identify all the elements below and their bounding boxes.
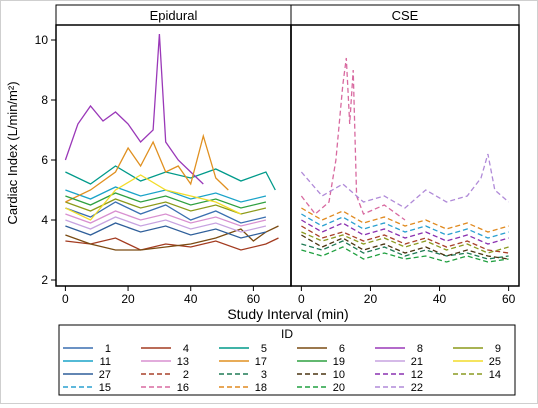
series-line-9 (65, 198, 267, 215)
series-line-5 (65, 165, 276, 191)
x-tick-label-p1-60: 60 (247, 292, 261, 306)
x-tick-label-p2-20: 20 (364, 292, 378, 306)
legend-label-13: 13 (177, 356, 189, 368)
series-line-16 (300, 57, 406, 221)
legend-label-18: 18 (255, 382, 267, 394)
y-tick-label-6: 6 (41, 153, 48, 167)
panel-border-2 (290, 24, 520, 287)
series-line-1 (65, 201, 267, 224)
x-tick-label-p1-40: 40 (184, 292, 198, 306)
legend-label-19: 19 (333, 356, 345, 368)
series-line-12 (301, 219, 509, 245)
series-line-21 (65, 216, 267, 233)
series-line-3 (301, 240, 509, 260)
legend-label-5: 5 (261, 343, 267, 355)
x-axis-label: Study Interval (min) (227, 306, 348, 322)
legend-label-22: 22 (411, 382, 423, 394)
legend-label-8: 8 (417, 343, 423, 355)
y-tick-label-8: 8 (41, 93, 48, 107)
legend-label-3: 3 (261, 369, 267, 381)
series-line-18 (301, 207, 509, 233)
panel-title-1: Epidural (150, 8, 198, 23)
series-line-13 (65, 210, 267, 227)
legend-label-15: 15 (99, 382, 111, 394)
series-line-14 (301, 231, 509, 254)
legend-title: ID (281, 327, 293, 341)
series-line-25 (65, 174, 242, 221)
series-line-10 (301, 234, 509, 260)
series-line-15 (301, 213, 509, 239)
legend-label-16: 16 (177, 382, 189, 394)
legend-label-11: 11 (100, 356, 111, 368)
series-line-17 (65, 133, 229, 203)
legend-label-6: 6 (339, 343, 345, 355)
legend-label-20: 20 (333, 382, 345, 394)
y-axis-label: Cardiac Index (L/min/m²) (5, 81, 20, 224)
series-line-8 (64, 33, 204, 185)
legend-box (58, 324, 516, 396)
series-line-27 (65, 222, 267, 239)
legend-label-25: 25 (489, 356, 501, 368)
legend-label-2: 2 (183, 369, 189, 381)
x-tick-label-p1-20: 20 (121, 292, 135, 306)
x-tick-label-p2-0: 0 (298, 292, 305, 306)
y-tick-label-10: 10 (35, 33, 49, 47)
legend-label-4: 4 (183, 343, 189, 355)
series-line-22 (300, 153, 510, 209)
series-line-2 (301, 225, 509, 254)
legend-label-10: 10 (333, 369, 345, 381)
x-tick-label-p2-60: 60 (502, 292, 516, 306)
x-tick-label-p2-40: 40 (433, 292, 447, 306)
series-line-20 (301, 246, 509, 263)
series-line-6 (65, 225, 279, 251)
y-tick-label-2: 2 (41, 273, 48, 287)
series-line-4 (65, 237, 279, 251)
series-line-19 (65, 192, 267, 209)
legend-label-9: 9 (495, 343, 501, 355)
y-tick-label-4: 4 (41, 213, 48, 227)
x-tick-label-p1-0: 0 (62, 292, 69, 306)
legend-label-17: 17 (255, 356, 267, 368)
legend-label-12: 12 (411, 369, 423, 381)
legend-label-21: 21 (411, 356, 423, 368)
series-lines (64, 33, 510, 263)
legend-label-1: 1 (105, 343, 111, 355)
legend-label-14: 14 (489, 369, 501, 381)
legend-label-27: 27 (99, 369, 111, 381)
panel-title-2: CSE (392, 8, 419, 23)
